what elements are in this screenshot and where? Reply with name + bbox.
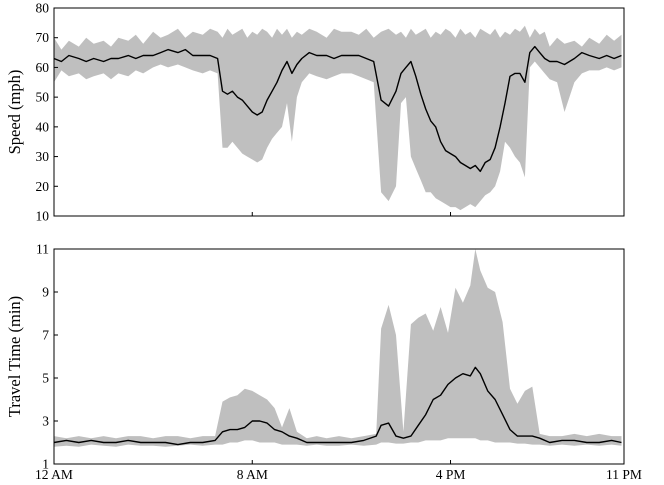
speed-axes-frame	[53, 7, 625, 217]
travel-time-panel: 1 3 5 7 9 11 12 AM 8 AM 4 PM 11 PM Travel Time (mi…	[5, 242, 642, 483]
x-tick-label: 8 AM	[237, 467, 268, 482]
y-tick-label: 10	[36, 209, 50, 224]
y-tick-label: 60	[36, 60, 50, 75]
y-tick-label: 30	[36, 149, 50, 164]
x-tick-label: 11 PM	[606, 467, 642, 482]
y-tick-label: 11	[36, 242, 49, 257]
travel-time-range-band	[54, 249, 622, 447]
y-tick-label: 9	[42, 285, 49, 300]
x-tick-label: 12 AM	[35, 467, 73, 482]
y-tick-label: 80	[36, 1, 50, 16]
y-tick-label: 50	[36, 90, 50, 105]
y-tick-label: 1	[42, 457, 49, 472]
y-tick-label: 70	[36, 30, 50, 45]
travel-time-median-line	[53, 366, 622, 446]
travel-time-axes-frame	[53, 248, 625, 465]
travel-time-y-axis-label: Travel Time (min)	[5, 296, 24, 417]
speed-panel: 10 20 30 40 50 60 70 80 Speed (mph)	[5, 1, 625, 224]
speed-y-axis-label: Speed (mph)	[5, 70, 24, 155]
y-tick-label: 40	[36, 119, 50, 134]
y-tick-label: 5	[42, 371, 49, 386]
speed-median-line	[53, 45, 622, 173]
speed-range-band	[54, 25, 622, 211]
y-tick-label: 20	[36, 179, 50, 194]
y-tick-label: 3	[42, 414, 49, 429]
y-tick-label: 7	[42, 328, 49, 343]
x-tick-label: 4 PM	[436, 467, 466, 482]
